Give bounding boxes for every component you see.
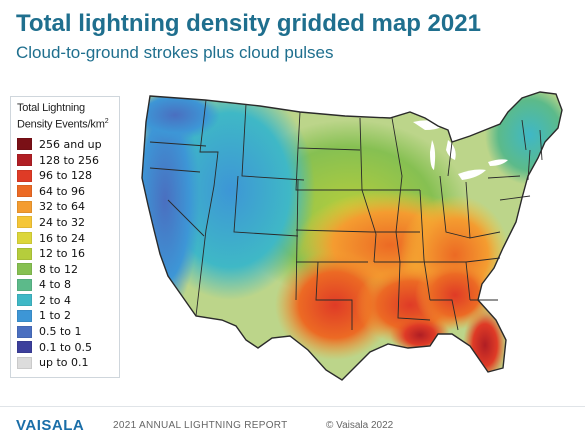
legend-swatch	[17, 278, 32, 291]
legend-label: 256 and up	[39, 137, 102, 151]
legend-label: 4 to 8	[39, 278, 72, 292]
legend-label: 128 to 256	[39, 153, 100, 167]
density-fill	[142, 92, 562, 380]
legend-label: 1 to 2	[39, 309, 72, 323]
legend-label: 16 to 24	[39, 231, 86, 245]
legend-swatch	[17, 232, 32, 245]
legend-label: 0.1 to 0.5	[39, 340, 93, 354]
legend-item: 0.5 to 1	[17, 324, 115, 340]
legend-item: 2 to 4	[17, 293, 115, 309]
footer: VAISALA 2021 ANNUAL LIGHTNING REPORT © V…	[0, 406, 585, 439]
legend-swatch	[17, 169, 32, 182]
legend-label: 0.5 to 1	[39, 325, 82, 339]
legend-swatch	[17, 356, 32, 369]
vaisala-logo: VAISALA	[16, 417, 85, 434]
legend-swatch	[17, 247, 32, 260]
legend-title-line2: Density Events/km	[17, 118, 105, 131]
legend-label: 32 to 64	[39, 200, 86, 214]
map-legend: Total Lightning Density Events/km2 256 a…	[10, 96, 120, 378]
legend-swatch	[17, 294, 32, 307]
legend-label: 2 to 4	[39, 293, 72, 307]
us-outline	[141, 91, 563, 381]
legend-swatch	[17, 200, 32, 213]
legend-swatch	[17, 341, 32, 354]
legend-items: 256 and up 128 to 256 96 to 128 64 to 96 32 …	[17, 137, 115, 371]
legend-item: 8 to 12	[17, 261, 115, 277]
legend-label: 64 to 96	[39, 184, 86, 198]
legend-label: 12 to 16	[39, 247, 86, 261]
legend-item: 16 to 24	[17, 230, 115, 246]
legend-item: 64 to 96	[17, 183, 115, 199]
legend-item: 24 to 32	[17, 215, 115, 231]
legend-swatch	[17, 138, 32, 151]
map-title: Total lightning density gridded map 2021	[16, 10, 481, 37]
legend-label: 8 to 12	[39, 262, 79, 276]
legend-swatch	[17, 154, 32, 167]
legend-swatch	[17, 216, 32, 229]
legend-item: 96 to 128	[17, 168, 115, 184]
legend-item: 128 to 256	[17, 152, 115, 168]
legend-swatch	[17, 185, 32, 198]
legend-item: 12 to 16	[17, 246, 115, 262]
state-borders	[149, 99, 543, 331]
legend-title-sup: 2	[104, 118, 109, 125]
legend-item: 1 to 2	[17, 308, 115, 324]
legend-swatch	[17, 309, 32, 322]
map-subtitle: Cloud-to-ground strokes plus cloud pulse…	[16, 43, 334, 62]
report-label: 2021 ANNUAL LIGHTNING REPORT	[113, 420, 288, 431]
legend-item: 0.1 to 0.5	[17, 339, 115, 355]
legend-title: Total Lightning Density Events/km2	[17, 102, 115, 132]
copyright: © Vaisala 2022	[326, 420, 394, 431]
legend-item: 32 to 64	[17, 199, 115, 215]
legend-swatch	[17, 263, 32, 276]
legend-label: up to 0.1	[39, 356, 89, 370]
legend-swatch	[17, 325, 32, 338]
legend-item: up to 0.1	[17, 355, 115, 371]
legend-item: 4 to 8	[17, 277, 115, 293]
legend-title-line1: Total Lightning	[17, 102, 85, 114]
legend-item: 256 and up	[17, 137, 115, 153]
legend-label: 24 to 32	[39, 215, 86, 229]
legend-label: 96 to 128	[39, 169, 93, 183]
